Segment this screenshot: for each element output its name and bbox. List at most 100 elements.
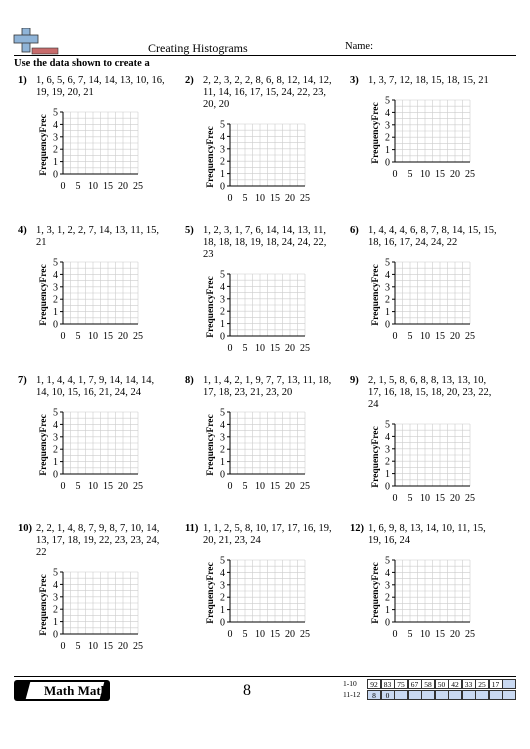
problem-data: 1, 6, 9, 8, 13, 14, 10, 11, 15, 19, 16, … [368, 523, 486, 546]
y-axis-label: FrequencyFrec [39, 114, 49, 175]
x-tick-label: 15 [435, 331, 445, 342]
y-tick-label: 1 [385, 307, 390, 318]
y-tick-label: 4 [385, 568, 390, 579]
page-number: 8 [243, 682, 251, 699]
x-tick-label: 15 [103, 331, 113, 342]
answer-cell: 42 [448, 679, 462, 689]
y-axis-label: FrequencyFrec [371, 264, 381, 325]
x-tick-label: 10 [255, 481, 265, 492]
x-tick-label: 5 [408, 169, 413, 180]
x-tick-label: 10 [420, 169, 430, 180]
answer-cell: 58 [421, 679, 435, 689]
answer-cell [407, 690, 422, 700]
y-tick-label: 0 [385, 618, 390, 629]
y-tick-label: 2 [220, 593, 225, 604]
x-tick-label: 20 [285, 481, 295, 492]
problem-number: 9) [350, 375, 359, 386]
y-tick-label: 1 [385, 469, 390, 480]
problem-number: 3) [350, 75, 359, 86]
x-tick-label: 15 [270, 193, 280, 204]
x-tick-label: 10 [88, 481, 98, 492]
y-axis-label: FrequencyFrec [206, 562, 216, 623]
problem-data: 1, 1, 4, 4, 1, 7, 9, 14, 14, 14, 14, 10,… [36, 375, 155, 398]
x-tick-label: 20 [118, 641, 128, 652]
x-tick-label: 20 [118, 481, 128, 492]
problem: 7) 1, 1, 4, 4, 1, 7, 9, 14, 14, 14, 14, 1… [18, 375, 168, 399]
problem-data: 1, 1, 2, 5, 8, 10, 17, 17, 16, 19, 20, 2… [203, 523, 332, 546]
problem-number: 8) [185, 375, 194, 386]
y-axis-label: FrequencyFrec [206, 276, 216, 337]
y-tick-label: 2 [385, 457, 390, 468]
x-tick-label: 10 [255, 629, 265, 640]
x-tick-label: 20 [450, 331, 460, 342]
y-axis-label: FrequencyFrec [371, 426, 381, 487]
problem: 8) 1, 1, 4, 2, 1, 9, 7, 7, 13, 11, 18, 17… [185, 375, 335, 399]
y-tick-label: 4 [53, 580, 58, 591]
x-tick-label: 5 [243, 193, 248, 204]
y-tick-label: 5 [385, 258, 390, 269]
y-tick-label: 5 [53, 408, 58, 419]
y-tick-label: 2 [53, 295, 58, 306]
problem-number: 4) [18, 225, 27, 236]
y-tick-label: 4 [53, 420, 58, 431]
instruction: Use the data shown to create a [14, 58, 150, 69]
title: Creating Histograms [148, 41, 248, 55]
x-tick-label: 10 [88, 181, 98, 192]
x-tick-label: 20 [450, 493, 460, 504]
y-tick-label: 2 [220, 307, 225, 318]
y-tick-label: 2 [53, 145, 58, 156]
x-tick-label: 0 [393, 331, 398, 342]
y-axis-label: FrequencyFrec [371, 562, 381, 623]
x-tick-label: 25 [300, 193, 310, 204]
y-tick-label: 2 [220, 445, 225, 456]
x-tick-label: 20 [450, 629, 460, 640]
x-tick-label: 20 [450, 169, 460, 180]
answer-key-label: 1-10 [343, 679, 357, 688]
problem-data: 2, 2, 1, 4, 8, 7, 9, 8, 7, 10, 14, 13, 1… [36, 523, 160, 558]
x-tick-label: 25 [465, 169, 475, 180]
answer-cell: 67 [407, 679, 422, 689]
x-tick-label: 25 [133, 481, 143, 492]
y-axis-label: FrequencyFrec [206, 414, 216, 475]
answer-cell: 8 [367, 690, 381, 700]
x-tick-label: 0 [393, 493, 398, 504]
y-tick-label: 1 [220, 457, 225, 468]
x-tick-label: 10 [420, 629, 430, 640]
x-tick-label: 25 [465, 493, 475, 504]
problem-data: 1, 1, 4, 2, 1, 9, 7, 7, 13, 11, 18, 17, … [203, 375, 332, 398]
x-tick-label: 10 [88, 331, 98, 342]
x-tick-label: 5 [408, 493, 413, 504]
problem-data: 1, 3, 7, 12, 18, 15, 18, 15, 21 [368, 75, 489, 86]
y-tick-label: 3 [385, 282, 390, 293]
x-tick-label: 10 [420, 331, 430, 342]
y-tick-label: 2 [385, 133, 390, 144]
y-axis-label: FrequencyFrec [39, 574, 49, 635]
x-tick-label: 20 [285, 193, 295, 204]
x-tick-label: 20 [285, 629, 295, 640]
x-tick-label: 20 [118, 331, 128, 342]
y-tick-label: 1 [220, 605, 225, 616]
y-tick-label: 5 [220, 556, 225, 567]
y-tick-label: 5 [53, 108, 58, 119]
y-tick-label: 0 [53, 470, 58, 481]
answer-cell [421, 690, 435, 700]
y-tick-label: 5 [220, 408, 225, 419]
y-tick-label: 3 [220, 432, 225, 443]
y-axis-label: FrequencyFrec [39, 414, 49, 475]
answer-key-label: 11-12 [343, 690, 361, 699]
x-tick-label: 0 [61, 641, 66, 652]
y-tick-label: 3 [53, 432, 58, 443]
problem: 11) 1, 1, 2, 5, 8, 10, 17, 17, 16, 19, 20… [185, 523, 335, 547]
y-tick-label: 5 [53, 258, 58, 269]
y-tick-label: 0 [385, 320, 390, 331]
answer-key: 1-10 92 83 75 67 58 50 42 33 25 17 11-12 8 0 [343, 679, 518, 703]
y-tick-label: 5 [385, 420, 390, 431]
problem-data: 2, 1, 5, 8, 6, 8, 8, 13, 13, 10, 17, 16,… [368, 375, 492, 410]
problem-data: 1, 4, 4, 4, 6, 8, 7, 8, 14, 15, 15, 18, … [368, 225, 497, 248]
answer-cell [461, 690, 476, 700]
problem: 1) 1, 6, 5, 6, 7, 14, 14, 13, 10, 16, 19,… [18, 75, 168, 99]
